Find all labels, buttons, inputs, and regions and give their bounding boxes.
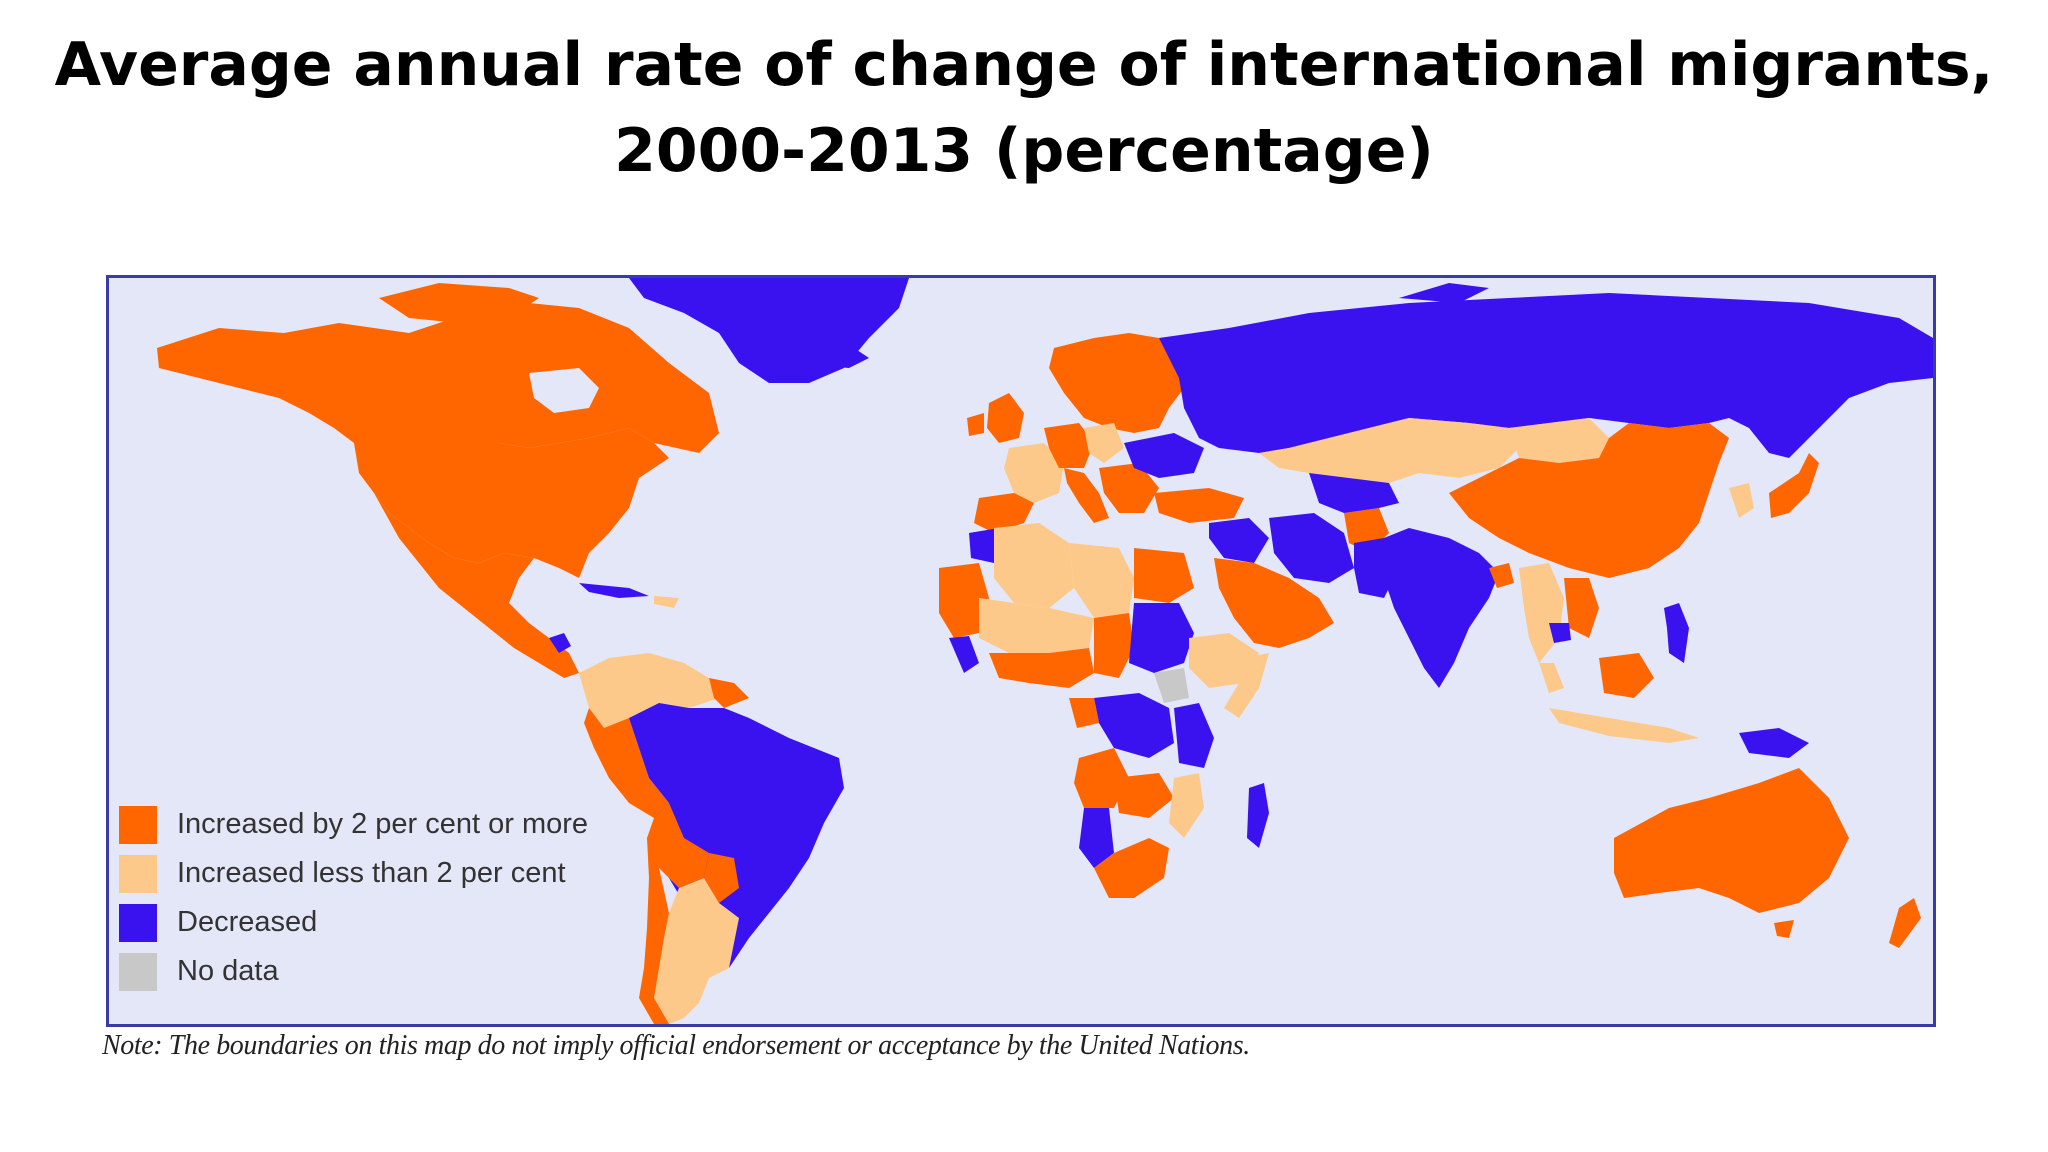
- region-central-asia: [1309, 473, 1399, 513]
- region-japan: [1769, 453, 1819, 518]
- region-bolivia: [654, 803, 709, 888]
- map-title: Average annual rate of change of interna…: [0, 22, 2048, 194]
- legend-item: Increased less than 2 per cent: [119, 849, 588, 898]
- legend-swatch-increased-less-than-2: [119, 854, 157, 893]
- region-syria-iraq: [1209, 518, 1269, 563]
- region-philippines: [1664, 603, 1689, 663]
- region-mozambique: [1169, 773, 1204, 838]
- region-france: [1004, 443, 1064, 503]
- region-borneo: [1599, 653, 1654, 698]
- region-mongolia: [1509, 418, 1609, 463]
- region-russia: [1159, 293, 1933, 458]
- hudson-bay: [529, 368, 599, 413]
- region-cambodia: [1549, 623, 1571, 643]
- legend-label: No data: [177, 955, 279, 987]
- region-australia: [1614, 768, 1849, 913]
- region-gabon: [1069, 698, 1099, 728]
- legend-label: Increased by 2 per cent or more: [177, 808, 589, 840]
- region-iceland: [821, 348, 869, 368]
- region-united-kingdom: [987, 393, 1024, 443]
- region-turkey: [1154, 488, 1244, 523]
- legend-label: Increased less than 2 per cent: [177, 857, 566, 889]
- region-spain-portugal: [974, 493, 1034, 533]
- region-hispaniola: [654, 596, 679, 608]
- region-mexico: [374, 493, 579, 678]
- region-angola: [1074, 748, 1129, 808]
- region-gulf-of-guinea: [989, 648, 1094, 688]
- region-canada: [157, 303, 719, 453]
- map-title-line-2: 2000-2013 (percentage): [614, 116, 1434, 186]
- region-laos-vietnam: [1564, 578, 1599, 638]
- region-namibia: [1079, 808, 1114, 868]
- region-saudi-arabia: [1214, 558, 1334, 648]
- map-title-line-1: Average annual rate of change of interna…: [54, 30, 1994, 100]
- region-new-zealand: [1889, 898, 1921, 948]
- region-brazil: [629, 703, 844, 968]
- region-zambia: [1114, 773, 1174, 818]
- region-colombia-venezuela: [579, 653, 719, 728]
- region-cuba: [579, 583, 649, 598]
- region-chad: [1094, 613, 1134, 678]
- region-united-states: [354, 428, 669, 578]
- region-ireland: [967, 413, 984, 436]
- region-sudan: [1129, 603, 1194, 673]
- region-kazakhstan: [1259, 418, 1519, 483]
- region-south-africa: [1094, 838, 1169, 898]
- region-libya: [1069, 543, 1134, 618]
- region-egypt: [1134, 548, 1194, 603]
- region-myanmar-thailand: [1519, 563, 1564, 663]
- region-argentina: [654, 878, 739, 1024]
- region-malaysia: [1539, 663, 1564, 693]
- region-somalia: [1154, 668, 1189, 703]
- region-indonesia: [1549, 708, 1699, 743]
- world-map: Increased by 2 per cent or more Increase…: [106, 275, 1936, 1027]
- region-papua: [1739, 728, 1809, 758]
- region-tasmania: [1774, 920, 1794, 938]
- region-canada-islands: [379, 283, 539, 323]
- region-russia-islands: [1399, 283, 1489, 303]
- region-madagascar: [1247, 783, 1269, 848]
- legend-item: Decreased: [119, 898, 588, 947]
- legend-label: Decreased: [177, 906, 318, 938]
- region-bangladesh: [1489, 563, 1514, 588]
- region-guianas: [709, 678, 749, 708]
- region-scandinavia: [1049, 333, 1184, 433]
- map-note: Note: The boundaries on this map do not …: [102, 1030, 1250, 1061]
- region-ukraine: [1124, 433, 1204, 478]
- region-china: [1449, 423, 1729, 578]
- region-balkans: [1099, 463, 1159, 513]
- legend-swatch-increased-2-or-more: [119, 805, 157, 844]
- map-legend: Increased by 2 per cent or more Increase…: [119, 800, 588, 996]
- region-paraguay: [704, 853, 739, 903]
- region-india: [1384, 528, 1499, 688]
- legend-swatch-decreased: [119, 903, 157, 942]
- region-peru-ecuador: [584, 708, 669, 818]
- region-chile: [639, 818, 669, 1024]
- legend-swatch-no-data: [119, 952, 157, 991]
- region-west-africa: [939, 563, 989, 638]
- region-guatemala: [549, 633, 571, 653]
- region-korea: [1729, 483, 1754, 518]
- region-liberia: [949, 636, 979, 673]
- region-horn: [1224, 653, 1269, 718]
- region-congo: [1094, 693, 1174, 758]
- world-map-svg: [157, 278, 1933, 1024]
- region-germany: [1044, 423, 1094, 468]
- region-iran: [1269, 513, 1354, 583]
- region-algeria: [994, 523, 1074, 608]
- region-east-africa: [1174, 703, 1214, 768]
- region-mali-niger: [979, 598, 1094, 653]
- region-poland: [1084, 423, 1124, 463]
- legend-item: Increased by 2 per cent or more: [119, 800, 588, 849]
- region-italy: [1064, 468, 1109, 523]
- legend-item: No data: [119, 947, 588, 996]
